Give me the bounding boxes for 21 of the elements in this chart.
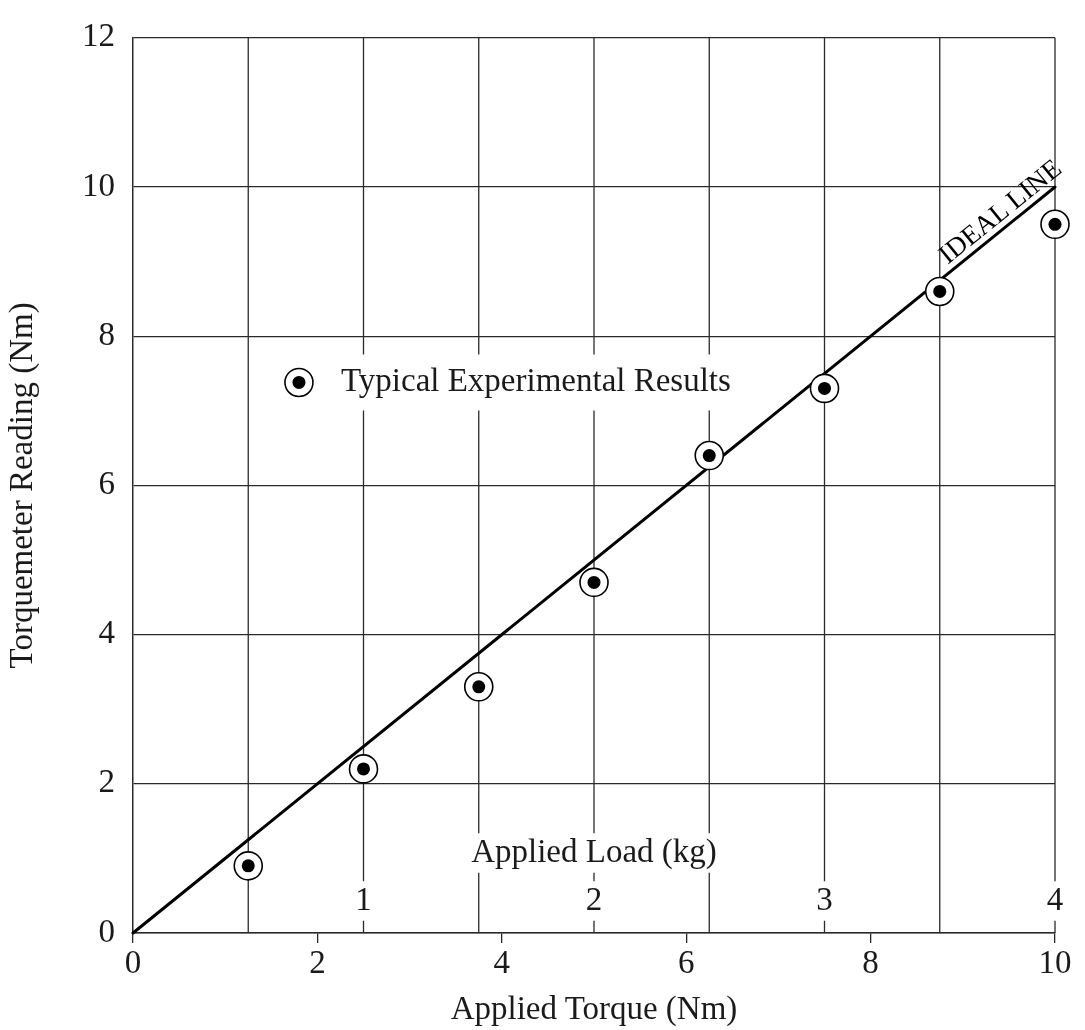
x-tick-label: 10 bbox=[1038, 944, 1072, 981]
x2-tick-label: 4 bbox=[1046, 880, 1064, 917]
legend-label: Typical Experimental Results bbox=[340, 362, 731, 399]
x2-tick-label: 2 bbox=[585, 880, 603, 917]
y-tick-label: 2 bbox=[98, 763, 115, 800]
x2-tick-label: 1 bbox=[355, 880, 372, 917]
y-tick-label: 0 bbox=[98, 912, 115, 949]
y-axis-title: Torquemeter Reading (Nm) bbox=[3, 302, 41, 669]
x-tick-label: 8 bbox=[862, 944, 879, 981]
y-tick-label: 12 bbox=[82, 17, 115, 54]
y-tick-label: 8 bbox=[98, 315, 115, 352]
x2-axis-title: Applied Load (kg) bbox=[471, 832, 717, 870]
x-tick-label: 0 bbox=[124, 944, 142, 981]
x-tick-label: 4 bbox=[493, 944, 511, 981]
y-tick-label: 4 bbox=[98, 614, 115, 651]
y-tick-label: 10 bbox=[82, 166, 115, 203]
x-tick-label: 2 bbox=[309, 944, 326, 981]
x-tick-label: 6 bbox=[677, 944, 695, 981]
y-tick-label: 6 bbox=[98, 465, 115, 502]
x-axis-title: Applied Torque (Nm) bbox=[450, 989, 738, 1027]
x2-tick-label: 3 bbox=[816, 880, 833, 917]
